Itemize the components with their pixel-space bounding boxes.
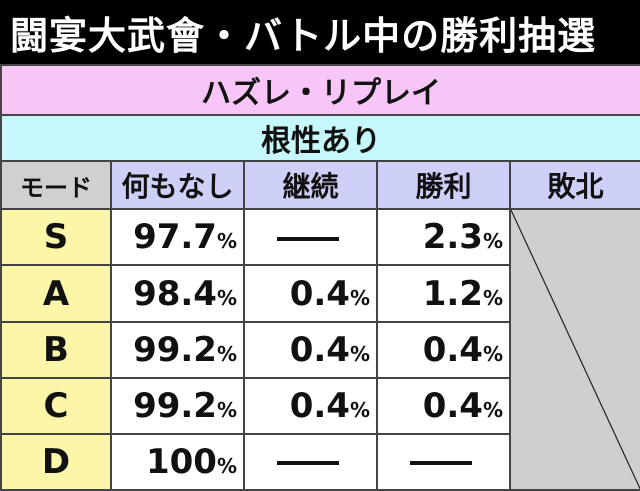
value-number: 100 xyxy=(145,441,217,482)
header-mode: モード xyxy=(0,160,112,211)
value-number: 0.4 xyxy=(289,385,350,426)
continue-value xyxy=(243,432,378,491)
value-number: 0.4 xyxy=(289,329,350,370)
percent-unit: % xyxy=(349,397,370,422)
continue-value: 0.4% xyxy=(243,376,378,435)
nothing-value: 98.4% xyxy=(110,264,245,323)
table-row: C 99.2% 0.4% 0.4% xyxy=(0,376,640,435)
mode-label: S xyxy=(0,208,112,267)
value-number: 1.2 xyxy=(422,273,483,314)
win-value: 0.4% xyxy=(376,320,511,379)
condition-label: 根性あり xyxy=(0,114,640,163)
continue-value: 0.4% xyxy=(243,264,378,323)
nothing-value: 97.7% xyxy=(110,208,245,267)
percent-unit: % xyxy=(482,285,503,310)
header-nothing: 何もなし xyxy=(110,160,245,211)
value-number: 0.4 xyxy=(422,385,483,426)
diagonal-slash xyxy=(511,210,640,489)
percent-unit: % xyxy=(216,397,237,422)
value-number: 98.4 xyxy=(133,273,217,314)
percent-unit: % xyxy=(349,285,370,310)
win-value: 1.2% xyxy=(376,264,511,323)
table-row: B 99.2% 0.4% 0.4% xyxy=(0,320,640,379)
percent-unit: % xyxy=(482,229,503,254)
mode-label: D xyxy=(0,432,112,491)
nothing-value: 99.2% xyxy=(110,376,245,435)
dash-mark xyxy=(409,461,472,466)
probability-table: ハズレ・リプレイ 根性あり モード 何もなし 継続 勝利 敗北 S 97.7% 2.… xyxy=(0,63,640,491)
win-value: 0.4% xyxy=(376,376,511,435)
table-row: A 98.4% 0.4% 1.2% xyxy=(0,264,640,323)
category-label: ハズレ・リプレイ xyxy=(0,63,640,117)
dash-mark xyxy=(276,461,339,466)
percent-unit: % xyxy=(216,229,237,254)
lose-column-empty xyxy=(508,208,640,491)
header-lose: 敗北 xyxy=(508,160,640,211)
dash-mark xyxy=(276,236,339,241)
percent-unit: % xyxy=(349,341,370,366)
value-number: 2.3 xyxy=(422,217,483,258)
table-row: S 97.7% 2.3% xyxy=(0,208,640,491)
percent-unit: % xyxy=(216,453,237,478)
percent-unit: % xyxy=(482,341,503,366)
win-value xyxy=(376,432,511,491)
mode-label: C xyxy=(0,376,112,435)
nothing-value: 99.2% xyxy=(110,320,245,379)
header-continue: 継続 xyxy=(243,160,378,211)
percent-unit: % xyxy=(216,285,237,310)
header-win: 勝利 xyxy=(376,160,511,211)
value-number: 99.2 xyxy=(133,385,217,426)
condition-band: 根性あり xyxy=(0,114,640,163)
value-number: 99.2 xyxy=(133,329,217,370)
mode-label: B xyxy=(0,320,112,379)
value-number: 0.4 xyxy=(422,329,483,370)
mode-label: A xyxy=(0,264,112,323)
percent-unit: % xyxy=(482,397,503,422)
continue-value: 0.4% xyxy=(243,320,378,379)
continue-value xyxy=(243,208,378,267)
table-row: D 100% xyxy=(0,432,640,491)
value-number: 97.7 xyxy=(133,217,217,258)
category-band: ハズレ・リプレイ xyxy=(0,63,640,117)
header-row: モード 何もなし 継続 勝利 敗北 xyxy=(0,160,640,211)
win-value: 2.3% xyxy=(376,208,511,267)
nothing-value: 100% xyxy=(110,432,245,491)
percent-unit: % xyxy=(216,341,237,366)
page-title: 闘宴大武會・バトル中の勝利抽選 xyxy=(0,0,640,64)
value-number: 0.4 xyxy=(289,273,350,314)
